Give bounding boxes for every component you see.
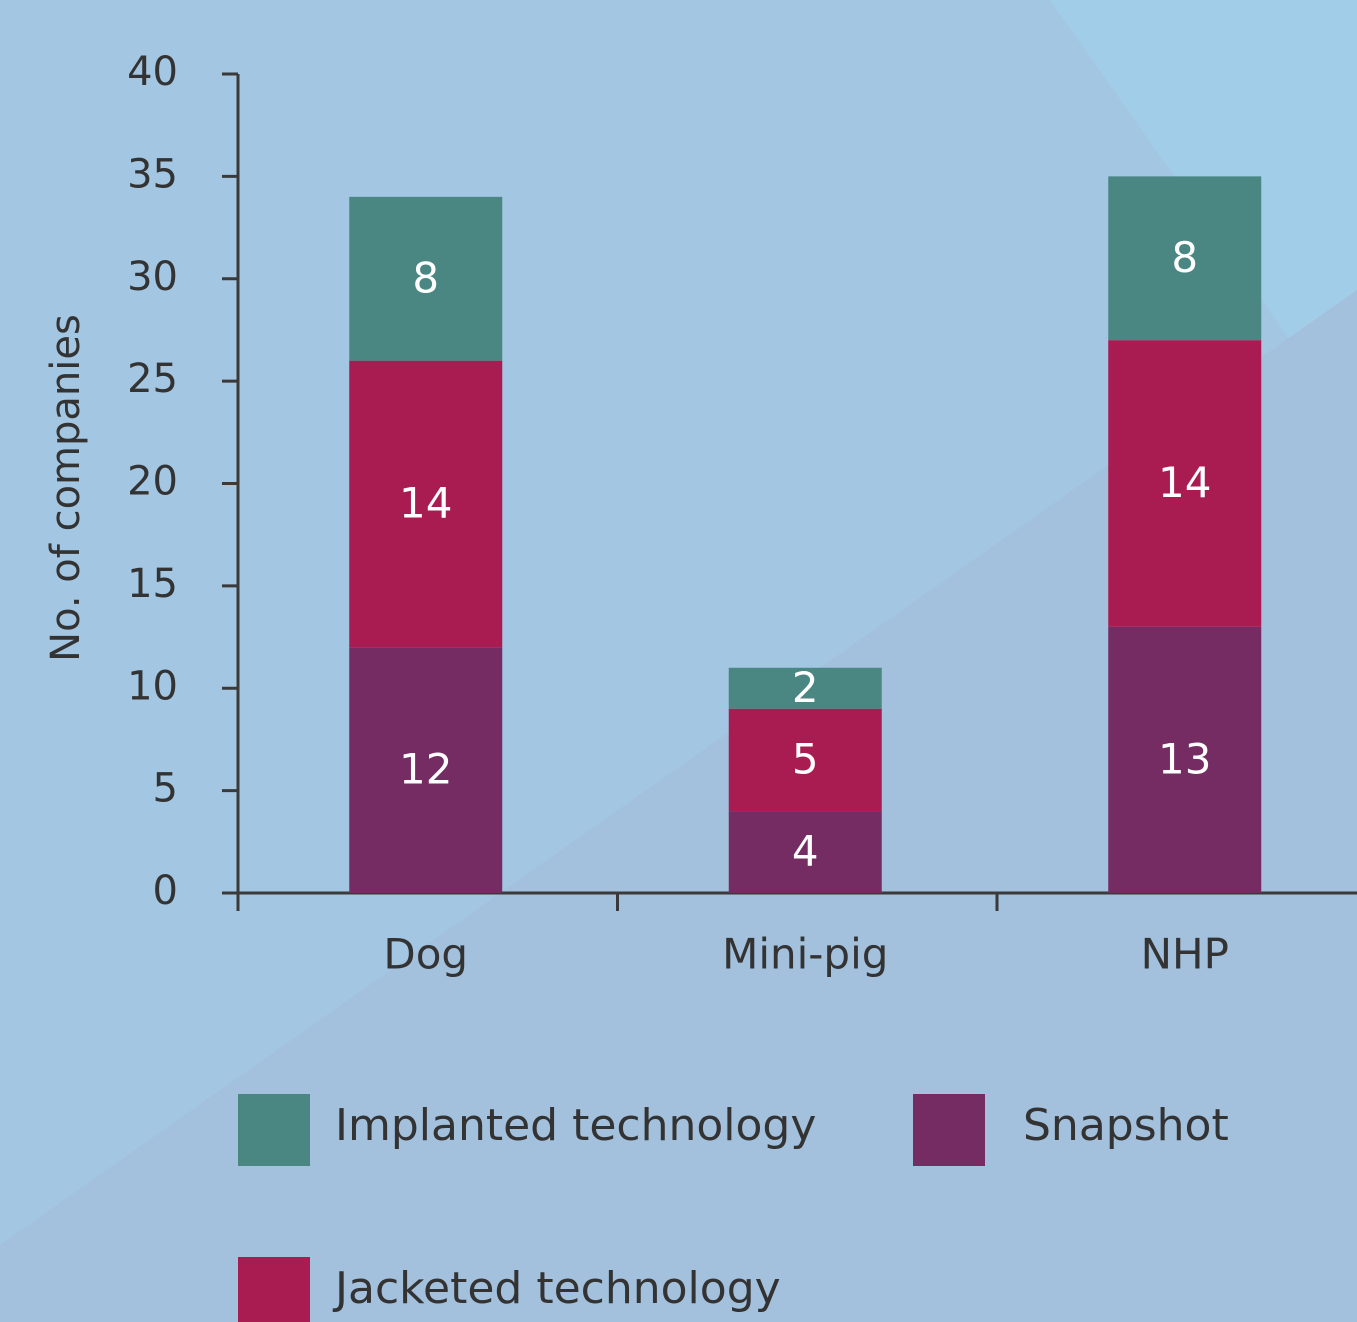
legend-label: Snapshot: [1023, 1100, 1229, 1151]
bar-segment: [1108, 340, 1262, 627]
y-tick-label: 25: [127, 356, 178, 402]
y-axis-label: No. of companies: [43, 314, 89, 662]
bar-segment: [728, 811, 882, 893]
bar-segment: [1108, 176, 1262, 341]
legend-swatch: [238, 1094, 310, 1166]
y-tick-label: 0: [153, 868, 178, 914]
legend-swatch: [913, 1094, 985, 1166]
y-tick-label: 15: [127, 561, 178, 607]
y-tick-label: 40: [127, 49, 178, 95]
x-tick-label: Dog: [383, 930, 468, 979]
bar-segment: [728, 708, 882, 812]
bar-segment: [349, 196, 503, 361]
bar-segment: [728, 667, 882, 709]
data-label: 8: [1171, 233, 1198, 282]
bar-segment: [349, 360, 503, 648]
data-label: 14: [399, 478, 452, 527]
bar-segment: [1108, 626, 1262, 893]
y-tick-label: 20: [127, 459, 178, 505]
data-label: 13: [1158, 734, 1211, 783]
data-label: 2: [792, 663, 819, 712]
legend-swatch: [238, 1257, 310, 1322]
y-tick-label: 5: [153, 766, 178, 812]
y-tick-label: 10: [127, 663, 178, 709]
data-label: 4: [792, 827, 819, 876]
bar-segment: [349, 647, 503, 893]
legend-label: Jacketed technology: [332, 1263, 781, 1314]
data-label: 8: [412, 253, 439, 302]
x-tick-label: NHP: [1141, 930, 1229, 979]
background-shape: [0, 290, 1357, 1322]
y-tick-label: 30: [127, 254, 178, 300]
data-label: 14: [1158, 458, 1211, 507]
y-tick-label: 35: [127, 151, 178, 197]
data-label: 5: [792, 734, 819, 783]
x-tick-label: Mini-pig: [722, 930, 888, 979]
data-label: 12: [399, 745, 452, 794]
legend-label: Implanted technology: [335, 1100, 816, 1151]
